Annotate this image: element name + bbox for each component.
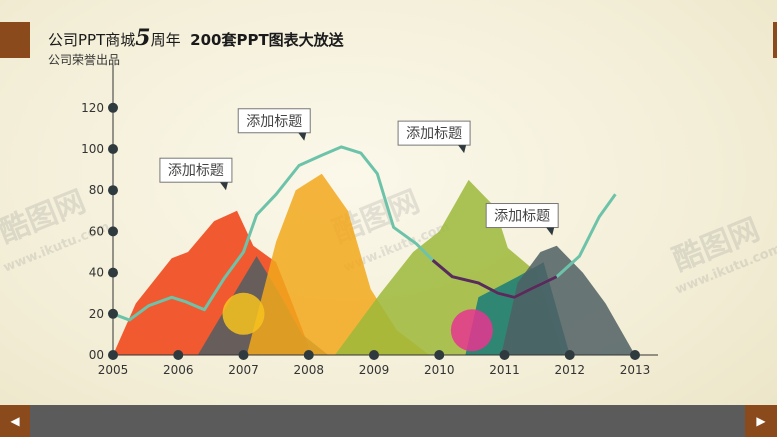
- x-tick-dot-2012: [564, 350, 575, 360]
- y-tick-label-120: 120: [81, 101, 104, 115]
- x-tick-dot-2006: [173, 350, 184, 360]
- x-tick-label-2009: 2009: [359, 363, 390, 377]
- slide-title: 公司PPT商城5周年 200套PPT图表大放送: [48, 25, 344, 51]
- y-tick-label-60: 60: [89, 224, 104, 238]
- callout-box-2: [237, 108, 311, 134]
- y-tick-dot-100: [108, 144, 118, 154]
- y-tick-label-40: 40: [89, 266, 104, 280]
- callout-box-1: [159, 157, 233, 183]
- triangle-left-icon: ◀: [10, 414, 20, 428]
- x-tick-label-2007: 2007: [228, 363, 259, 377]
- callout-pointer-2: [298, 132, 307, 141]
- y-tick-dot-60: [108, 226, 118, 237]
- area-series-3: [246, 173, 430, 355]
- title-part1: 公司PPT商城: [48, 31, 136, 49]
- highlight-circle-1: [222, 292, 265, 335]
- x-tick-label-2010: 2010: [424, 363, 455, 377]
- y-tick-label-80: 80: [89, 183, 104, 197]
- x-tick-dot-2013: [630, 350, 640, 360]
- x-tick-dot-2009: [369, 350, 379, 360]
- x-tick-dot-2008: [303, 350, 314, 360]
- y-tick-dot-0: [108, 350, 118, 360]
- callout-box-3: [397, 120, 471, 146]
- highlight-circle-2: [450, 309, 493, 352]
- y-tick-dot-120: [108, 102, 118, 113]
- title-accent-right: [773, 22, 777, 58]
- x-tick-label-2005: 2005: [98, 363, 129, 377]
- callout-label-1: 添加标题: [168, 163, 224, 179]
- callout-pointer-3: [458, 145, 467, 154]
- y-tick-dot-80: [108, 185, 118, 196]
- triangle-right-icon: ▶: [756, 414, 766, 428]
- x-tick-dot-2010: [434, 350, 445, 360]
- x-tick-label-2013: 2013: [620, 363, 651, 377]
- callout-label-2: 添加标题: [246, 114, 302, 130]
- area-series-6: [501, 245, 635, 355]
- y-tick-dot-40: [108, 267, 118, 278]
- slide-subtitle: 公司荣誉出品: [48, 53, 121, 67]
- y-tick-dot-20: [108, 308, 118, 319]
- callout-label-4: 添加标题: [494, 209, 550, 225]
- callout-label-3: 添加标题: [406, 126, 462, 142]
- trend-line-overlap: [431, 259, 558, 299]
- y-tick-label-0: 00: [89, 348, 104, 362]
- x-tick-dot-2011: [499, 350, 510, 360]
- footer-bar: [0, 405, 777, 437]
- y-tick-label-100: 100: [81, 142, 104, 156]
- y-tick-label-20: 20: [89, 307, 104, 321]
- prev-slide-button[interactable]: ◀: [0, 405, 30, 437]
- x-tick-label-2012: 2012: [554, 363, 585, 377]
- x-tick-label-2006: 2006: [163, 363, 194, 377]
- title-part3: 200套PPT图表大放送: [190, 31, 344, 49]
- x-tick-label-2008: 2008: [293, 363, 324, 377]
- title-part2: 周年: [150, 31, 181, 49]
- callout-box-4: [485, 203, 559, 229]
- callout-pointer-1: [219, 182, 228, 191]
- title-number: 5: [135, 25, 151, 51]
- callout-pointer-4: [546, 227, 555, 236]
- title-accent-left: [0, 22, 30, 58]
- x-tick-dot-2007: [238, 350, 249, 360]
- x-tick-label-2011: 2011: [489, 363, 520, 377]
- next-slide-button[interactable]: ▶: [745, 405, 777, 437]
